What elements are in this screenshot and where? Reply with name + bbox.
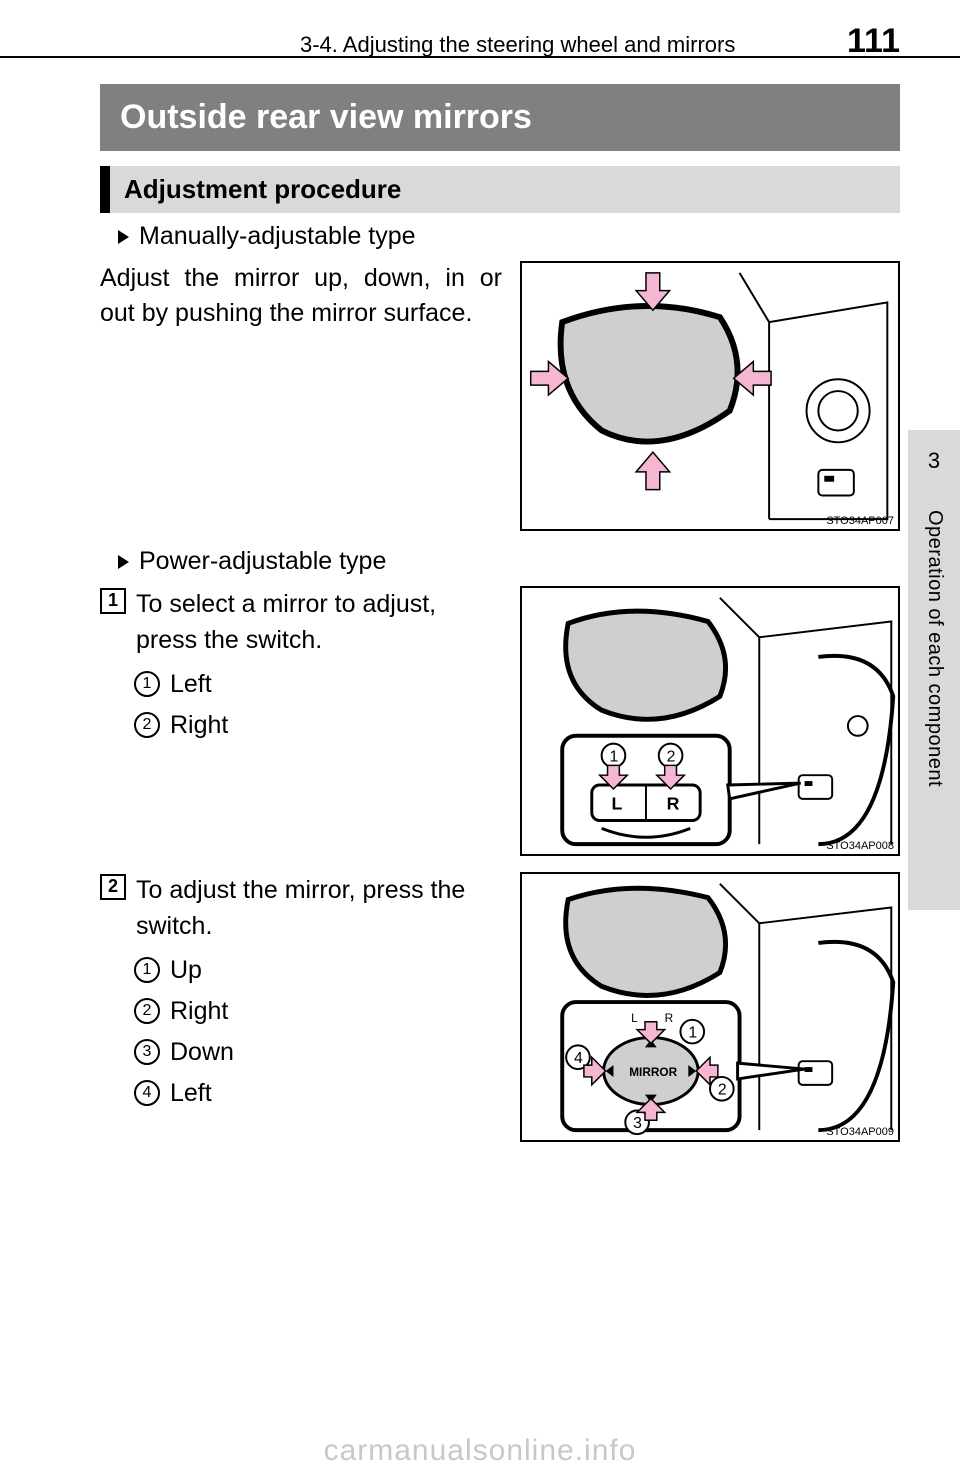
power-step2-text: 2 To adjust the mirror, press the switch… — [100, 872, 502, 1117]
bullet-power: Power-adjustable type — [118, 547, 900, 576]
svg-text:L: L — [631, 1011, 638, 1025]
chapter-number: 3 — [908, 430, 960, 474]
page: 3-4. Adjusting the steering wheel and mi… — [0, 0, 960, 1484]
header-rule — [0, 56, 960, 58]
figure-power-select: L R 1 2 STO34AP008 — [520, 586, 900, 856]
svg-text:1: 1 — [688, 1025, 697, 1042]
step-num-1: 1 — [100, 588, 126, 614]
step2-line2: switch. — [136, 908, 465, 944]
svg-text:3: 3 — [633, 1115, 642, 1132]
power-step1-row: 1 To select a mirror to adjust, press th… — [100, 586, 900, 856]
chapter-label: Operation of each component — [923, 510, 946, 787]
svg-text:L: L — [611, 794, 622, 814]
circle-2-icon: 2 — [134, 998, 160, 1024]
step1: 1 To select a mirror to adjust, press th… — [100, 586, 502, 659]
list-item: 1 Left — [134, 667, 502, 702]
svg-text:MIRROR: MIRROR — [629, 1065, 677, 1079]
fig-code-3: STO34AP009 — [826, 1126, 894, 1138]
svg-text:2: 2 — [667, 748, 676, 765]
svg-text:R: R — [665, 1011, 674, 1025]
power-heading: Power-adjustable type — [139, 547, 386, 576]
svg-text:1: 1 — [610, 748, 619, 765]
step2-options: 1 Up 2 Right 3 Down 4 Left — [134, 953, 502, 1111]
circle-2-icon: 2 — [134, 712, 160, 738]
step-num-2: 2 — [100, 874, 126, 900]
figure-power-adjust: MIRROR L R 1 2 3 4 — [520, 872, 900, 1142]
svg-text:R: R — [667, 794, 680, 814]
subheading: Adjustment procedure — [100, 166, 900, 213]
triangle-icon — [118, 555, 129, 569]
manual-text: Adjust the mirror up, down, in or out by… — [100, 261, 502, 331]
circle-1-icon: 1 — [134, 671, 160, 697]
list-item: 1 Up — [134, 953, 502, 988]
list-item: 2 Right — [134, 994, 502, 1029]
step2-line1: To adjust the mirror, press the — [136, 872, 465, 908]
list-item: 4 Left — [134, 1076, 502, 1111]
power-step2-row: 2 To adjust the mirror, press the switch… — [100, 872, 900, 1142]
triangle-icon — [118, 230, 129, 244]
step1-line2: press the switch. — [136, 622, 436, 658]
fig-code-1: STO34AP007 — [826, 515, 894, 527]
opt-left2: Left — [170, 1076, 212, 1111]
page-title: Outside rear view mirrors — [100, 84, 900, 151]
step1-line1: To select a mirror to adjust, — [136, 586, 436, 622]
section-path: 3-4. Adjusting the steering wheel and mi… — [300, 32, 735, 58]
chapter-tab: 3 Operation of each component — [908, 430, 960, 910]
opt-right2: Right — [170, 994, 228, 1029]
circle-3-icon: 3 — [134, 1039, 160, 1065]
power-step1-text: 1 To select a mirror to adjust, press th… — [100, 586, 502, 749]
list-item: 2 Right — [134, 708, 502, 743]
content: Manually-adjustable type Adjust the mirr… — [100, 216, 900, 1158]
svg-text:4: 4 — [574, 1050, 583, 1067]
manual-row: Adjust the mirror up, down, in or out by… — [100, 261, 900, 531]
circle-4-icon: 4 — [134, 1080, 160, 1106]
opt-left: Left — [170, 667, 212, 702]
bullet-manual: Manually-adjustable type — [118, 222, 900, 251]
manual-para-line2: out by pushing the mirror surface. — [100, 296, 502, 331]
circle-1-icon: 1 — [134, 957, 160, 983]
opt-up: Up — [170, 953, 202, 988]
figure-manual: STO34AP007 — [520, 261, 900, 531]
manual-heading: Manually-adjustable type — [139, 222, 416, 251]
opt-down: Down — [170, 1035, 234, 1070]
opt-right: Right — [170, 708, 228, 743]
fig-code-2: STO34AP008 — [826, 840, 894, 852]
svg-text:2: 2 — [718, 1082, 727, 1099]
step2: 2 To adjust the mirror, press the switch… — [100, 872, 502, 945]
step1-options: 1 Left 2 Right — [134, 667, 502, 743]
watermark: carmanualsonline.info — [0, 1434, 960, 1468]
list-item: 3 Down — [134, 1035, 502, 1070]
manual-para-line1: Adjust the mirror up, down, in or — [100, 261, 502, 296]
